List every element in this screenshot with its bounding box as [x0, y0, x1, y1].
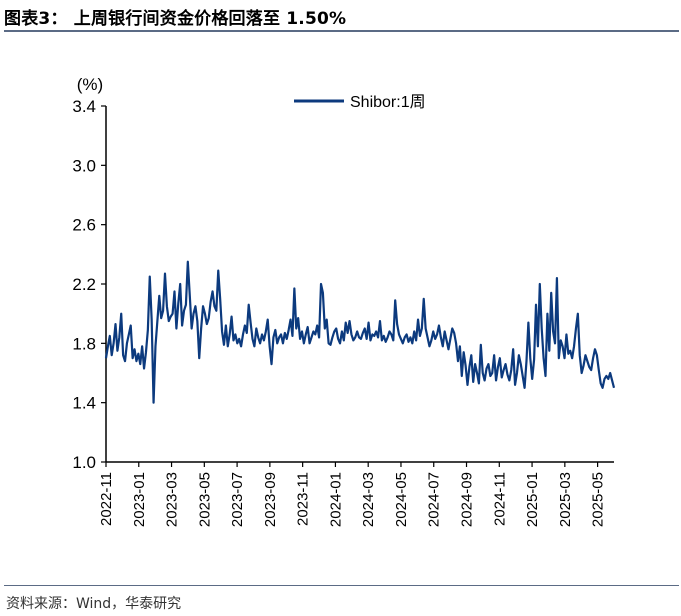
y-tick-label: 3.4 — [72, 97, 96, 116]
legend-label-shibor: Shibor:1周 — [350, 94, 426, 111]
y-tick-label: 3.0 — [72, 156, 96, 175]
chart-title: 图表3： 上周银行间资金价格回落至 1.50% — [4, 9, 347, 29]
series-layer — [104, 260, 616, 404]
source-note: 资料来源：Wind，华泰研究 — [6, 596, 182, 612]
x-tick-label: 2023-09 — [262, 472, 279, 527]
x-tick-label: 2023-05 — [196, 472, 213, 527]
line-chart: (%) 1.0 1.4 1.8 2.2 2.6 3.0 3.4 2022-11 2023-01… — [72, 75, 616, 527]
x-tick-label: 2025-05 — [590, 472, 607, 527]
x-tick-label: 2025-01 — [524, 472, 541, 527]
x-tick-label: 2025-03 — [557, 472, 574, 527]
legend: Shibor:1周 — [294, 94, 426, 111]
y-tick-label: 2.2 — [72, 275, 96, 294]
x-tick-label: 2023-11 — [295, 472, 312, 526]
x-tick-label: 2024-01 — [327, 472, 344, 527]
x-tick-label: 2023-01 — [131, 472, 148, 527]
series-line-shibor — [104, 260, 616, 404]
x-tick-label: 2024-09 — [459, 472, 476, 527]
x-tick-label: 2024-03 — [360, 472, 377, 527]
x-tick-label: 2023-03 — [164, 472, 181, 527]
x-tick-label: 2024-05 — [393, 472, 410, 527]
top-divider — [4, 30, 679, 32]
bottom-divider — [4, 585, 679, 586]
y-tick-label: 1.8 — [72, 334, 96, 353]
y-tick-label: 1.4 — [72, 394, 96, 413]
y-unit-label: (%) — [77, 75, 103, 94]
x-tick-label: 2024-11 — [491, 472, 508, 526]
x-axis: 2022-11 2023-01 2023-03 2023-05 2023-07 2023-… — [98, 461, 614, 527]
x-tick-label: 2023-07 — [229, 472, 246, 527]
y-tick-label: 2.6 — [72, 216, 96, 235]
y-tick-label: 1.0 — [72, 453, 96, 472]
x-tick-label: 2024-07 — [426, 472, 443, 527]
x-tick-label: 2022-11 — [98, 472, 115, 526]
y-axis: 1.0 1.4 1.8 2.2 2.6 3.0 3.4 — [72, 97, 107, 472]
